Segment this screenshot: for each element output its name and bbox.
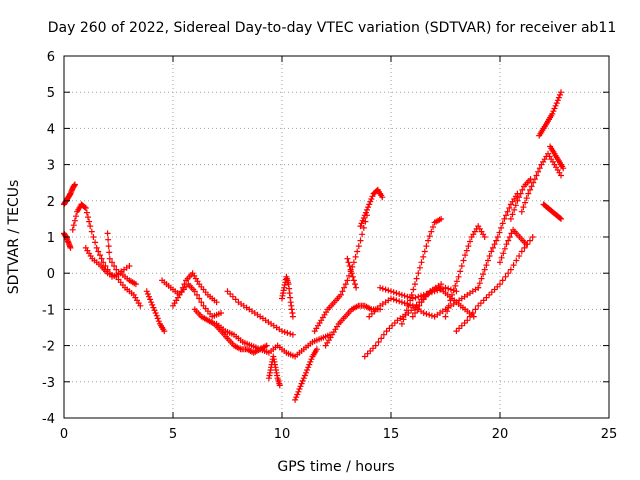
series-arc-22 <box>398 215 445 327</box>
series-arc-27 <box>497 226 530 266</box>
y-tick-label: 1 <box>47 231 55 246</box>
series-arc-13 <box>279 273 296 320</box>
data-point-markers <box>398 215 445 327</box>
data-point-markers <box>344 255 360 291</box>
series-arc-23 <box>409 284 477 320</box>
y-tick-label: 0 <box>47 267 55 282</box>
y-tick-label: -1 <box>42 303 55 318</box>
series-arc-30 <box>536 89 564 139</box>
data-point-markers <box>536 89 564 139</box>
data-point-markers <box>213 320 333 360</box>
y-tick-label: 4 <box>47 122 55 137</box>
x-tick-label: 10 <box>274 427 291 442</box>
data-points <box>61 89 567 403</box>
y-tick-label: 5 <box>47 86 55 101</box>
y-tick-label: 3 <box>47 159 55 174</box>
x-tick-label: 5 <box>169 427 177 442</box>
data-point-markers <box>279 273 296 320</box>
data-point-markers <box>61 230 74 251</box>
data-point-markers <box>69 201 139 288</box>
y-tick-label: -3 <box>42 376 55 391</box>
y-tick-label: 2 <box>47 195 55 210</box>
series-arc-02 <box>61 230 74 251</box>
y-tick-label: 6 <box>47 50 55 65</box>
series-arc-17 <box>357 186 386 230</box>
series-arc-25 <box>453 234 536 335</box>
series-arc-18 <box>344 255 360 291</box>
data-point-markers <box>170 270 220 309</box>
series-arc-24 <box>442 223 488 320</box>
x-tick-label: 25 <box>601 427 618 442</box>
grid <box>64 56 609 418</box>
series-arc-04 <box>82 244 144 309</box>
series-arc-29 <box>518 150 564 215</box>
series-arc-11 <box>224 288 296 338</box>
x-tick-labels: 0 5 10 15 20 25 <box>60 427 617 442</box>
series-arc-10 <box>213 320 333 360</box>
x-tick-label: 15 <box>383 427 400 442</box>
data-point-markers <box>292 346 320 403</box>
x-tick-label: 0 <box>60 427 68 442</box>
x-axis-title: GPS time / hours <box>277 459 394 475</box>
data-point-markers <box>453 234 536 335</box>
y-axis-title: SDTVAR / TECUs <box>6 180 22 295</box>
series-arc-06 <box>143 288 168 335</box>
series-arc-28 <box>507 176 534 222</box>
series-arc-08 <box>170 270 220 309</box>
series-arc-14 <box>292 346 320 403</box>
y-tick-label: -2 <box>42 340 55 355</box>
series-arc-12 <box>265 353 283 389</box>
chart-title: Day 260 of 2022, Sidereal Day-to-day VTE… <box>48 20 617 36</box>
y-tick-label: -4 <box>42 412 55 427</box>
data-point-markers <box>518 150 564 215</box>
data-point-markers <box>82 244 144 309</box>
data-point-markers <box>224 288 296 338</box>
axis-ticks <box>63 55 610 419</box>
series-arc-31 <box>540 201 564 222</box>
data-point-markers <box>143 288 168 335</box>
series-arc-26 <box>475 190 521 291</box>
series-arc-32 <box>547 143 567 172</box>
y-tick-labels: -4 -3 -2 -1 0 1 2 3 4 5 6 <box>42 50 55 427</box>
data-point-markers <box>357 186 386 230</box>
data-point-markers <box>104 230 133 277</box>
data-point-markers <box>497 226 530 266</box>
series-arc-16 <box>322 302 384 349</box>
series-arc-03 <box>69 201 139 288</box>
data-point-markers <box>442 223 488 320</box>
x-tick-label: 20 <box>492 427 509 442</box>
data-point-markers <box>507 176 534 222</box>
series-arc-05 <box>104 230 133 277</box>
data-point-markers <box>540 201 564 222</box>
data-point-markers <box>409 284 477 320</box>
data-point-markers <box>265 353 283 389</box>
data-point-markers <box>322 302 384 349</box>
data-point-markers <box>547 143 567 172</box>
data-point-markers <box>475 190 521 291</box>
